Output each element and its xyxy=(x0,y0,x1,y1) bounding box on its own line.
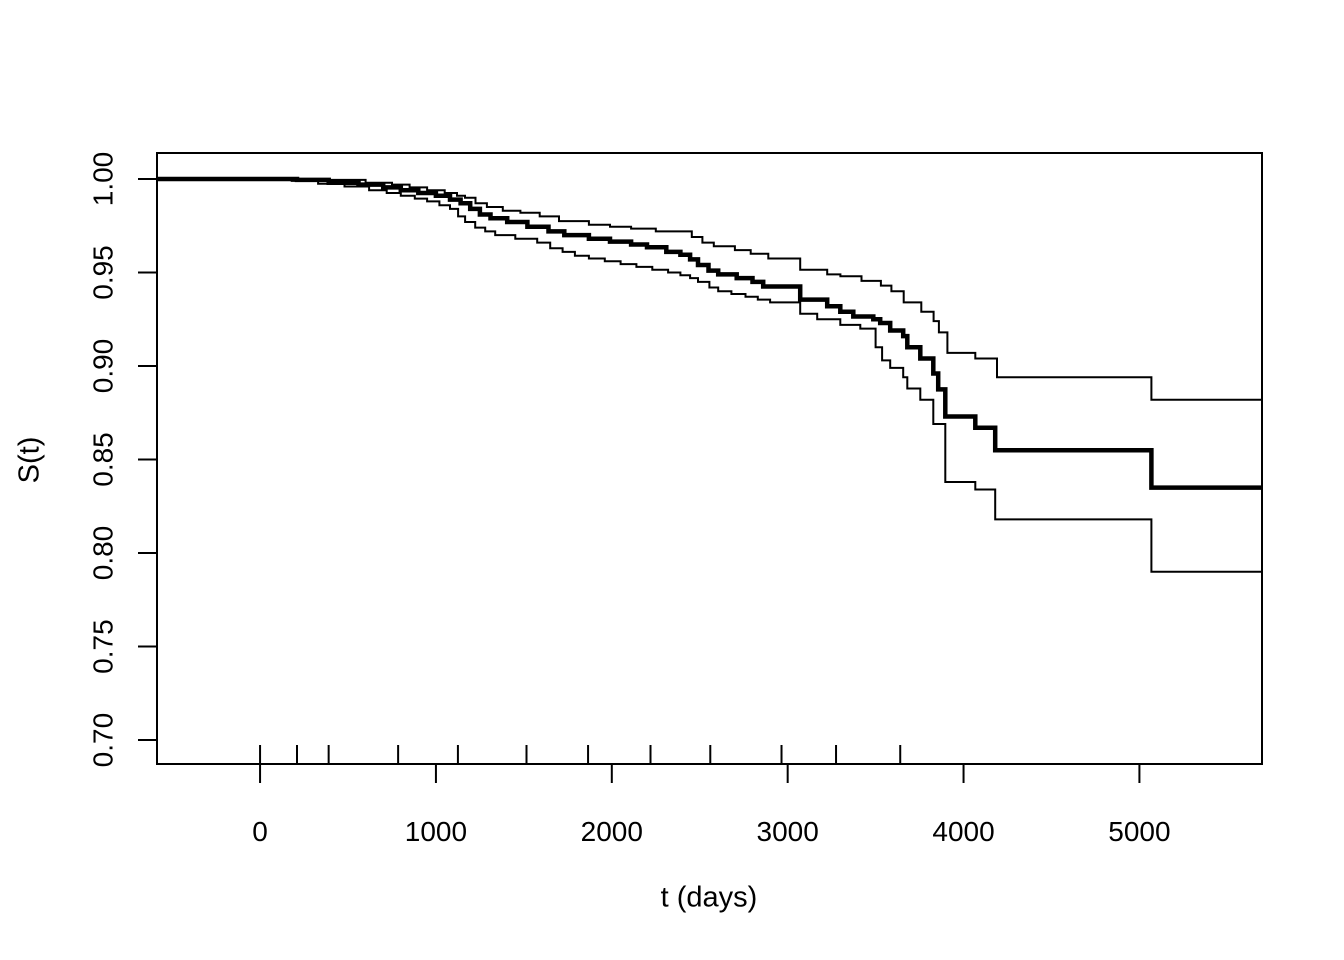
x-tick-label: 5000 xyxy=(1108,816,1170,847)
x-tick-label: 4000 xyxy=(932,816,994,847)
plot-frame xyxy=(156,152,1263,765)
x-tick-label: 0 xyxy=(252,816,268,847)
y-tick-label: 1.00 xyxy=(87,152,118,207)
y-tick-label: 0.75 xyxy=(87,619,118,674)
lower_confidence_band-curve xyxy=(157,178,1262,573)
y-tick-label: 0.80 xyxy=(88,526,119,581)
x-tick-label: 1000 xyxy=(405,816,467,847)
x-axis-title: t (days) xyxy=(660,881,758,914)
y-tick-label: 0.70 xyxy=(87,713,118,768)
x-tick-label: 2000 xyxy=(581,816,643,847)
upper_confidence_band-curve xyxy=(157,178,1262,401)
y-axis-title: S(t) xyxy=(13,436,46,484)
y-tick-label: 0.85 xyxy=(88,432,119,487)
y-tick-label: 0.95 xyxy=(88,245,119,300)
y-tick-label: 0.90 xyxy=(88,339,119,394)
x-tick-label: 3000 xyxy=(757,816,819,847)
survival_estimate-curve xyxy=(157,176,1262,490)
